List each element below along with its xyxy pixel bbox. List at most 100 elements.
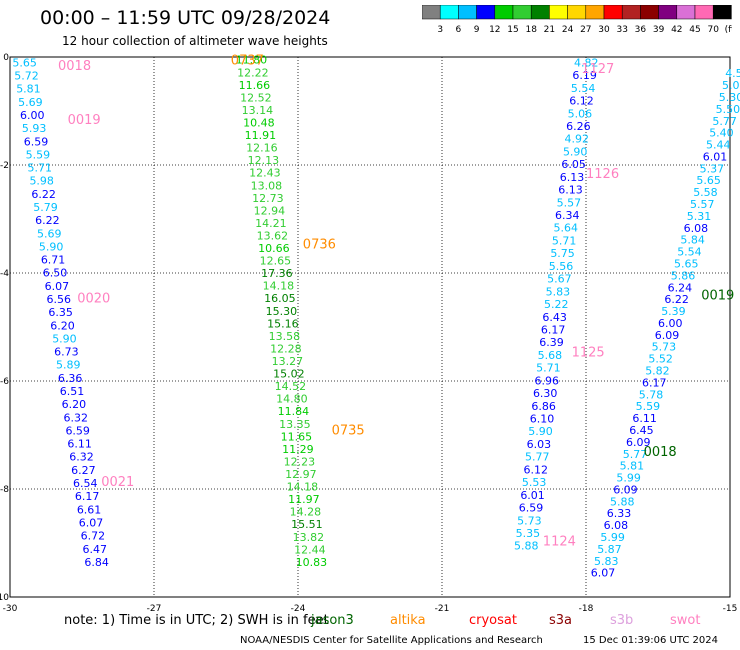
wave-height-value: 5.77: [712, 115, 737, 128]
wave-height-value: 5.72: [14, 70, 39, 83]
wave-height-value: 6.47: [83, 543, 108, 556]
wave-height-value: 5.69: [37, 227, 62, 240]
wave-height-value: 5.64: [553, 222, 578, 235]
wave-height-value: 5.59: [26, 148, 51, 161]
wave-height-value: 14.18: [263, 280, 295, 293]
wave-height-value: 5.88: [610, 495, 635, 508]
wave-height-value: 4.82: [574, 56, 599, 69]
wave-height-value: 5.83: [546, 285, 571, 298]
wave-height-value: 6.07: [45, 280, 70, 293]
wave-height-value: 5.81: [620, 460, 645, 473]
wave-height-value: 15.16: [267, 317, 299, 330]
wave-height-value: 6.43: [542, 311, 567, 324]
wave-height-value: 6.00: [20, 109, 45, 122]
wave-height-value: 6.22: [31, 188, 55, 201]
wave-height-value: 5.68: [538, 349, 563, 362]
colorbar-label: 70: [707, 25, 719, 35]
colorbar-label: 36: [635, 25, 647, 35]
colorbar-label: 15: [507, 25, 518, 35]
wave-height-value: 6.84: [84, 556, 109, 569]
wave-height-value: 5.57: [557, 196, 582, 209]
colorbar-label: 33: [616, 25, 627, 35]
colorbar-label: 9: [474, 25, 480, 35]
subtitle: 12 hour collection of altimeter wave hei…: [62, 34, 328, 48]
wave-height-value: 5.99: [616, 472, 641, 485]
wave-height-value: 17.36: [261, 267, 293, 280]
wave-height-value: 13.62: [257, 229, 289, 242]
pass-number-label: 0020: [77, 291, 110, 306]
x-tick-label: -18: [579, 604, 594, 612]
wave-height-value: 6.09: [613, 483, 638, 496]
wave-height-value: 6.20: [62, 398, 87, 411]
colorbar-label: 45: [689, 25, 700, 35]
wave-height-value: 15.30: [266, 305, 298, 318]
wave-height-value: 6.32: [64, 411, 88, 424]
wave-height-value: 6.73: [54, 346, 79, 359]
wave-height-value: 5.81: [16, 83, 41, 96]
wave-height-value: 13.82: [293, 531, 325, 544]
wave-height-value: 6.50: [43, 267, 68, 280]
y-tick-label: -4: [0, 269, 9, 279]
y-tick-label: -8: [0, 485, 9, 495]
wave-height-value: 6.71: [41, 254, 66, 267]
wave-height-value: 5.75: [550, 247, 575, 260]
wave-height-value: 12.97: [285, 468, 317, 481]
wave-height-value: 5.31: [687, 210, 712, 223]
wave-height-value: 6.59: [24, 135, 49, 148]
wave-height-value: 5.87: [597, 543, 622, 556]
wave-height-value: 6.03: [527, 438, 552, 451]
wave-height-value: 5.79: [33, 201, 58, 214]
y-tick-label: -6: [0, 377, 9, 387]
pass-number-label: 0019: [701, 289, 734, 304]
legend-swot: swot: [670, 613, 701, 628]
wave-height-value: 5.84: [680, 234, 705, 247]
wave-height-value: 6.12: [569, 95, 594, 108]
wave-height-value: 5.83: [594, 555, 619, 568]
wave-height-value: 14.80: [276, 393, 308, 406]
wave-height-value: 6.11: [67, 438, 92, 451]
colorbar-swatch: [712, 5, 732, 20]
wave-height-value: 5.69: [18, 96, 43, 109]
wave-height-value: 6.17: [541, 323, 566, 336]
wave-height-value: 11.80: [236, 54, 268, 67]
wave-height-value: 6.10: [530, 413, 555, 426]
wave-height-value: 14.52: [275, 380, 307, 393]
pass-number-label: 1126: [586, 167, 619, 182]
pass-number-label: 1125: [572, 345, 605, 360]
wave-height-value: 5.22: [544, 298, 569, 311]
wave-height-value: 14.21: [255, 217, 287, 230]
wave-height-value: 5.77: [623, 448, 648, 461]
wave-height-value: 6.13: [558, 184, 583, 197]
x-tick-label: -15: [723, 604, 738, 612]
wave-height-value: 5.73: [652, 341, 677, 354]
pass-number-label: 0018: [644, 445, 677, 460]
wave-height-value: 6.51: [60, 385, 84, 398]
wave-height-value: 6.96: [535, 374, 560, 387]
wave-height-value: 5.58: [693, 186, 718, 199]
wave-height-value: 6.05: [561, 158, 586, 171]
wave-height-value: 5.88: [514, 540, 539, 553]
wave-height-value: 5.82: [645, 365, 670, 378]
wave-height-value: 5.54: [677, 246, 702, 259]
wave-height-value: 13.58: [269, 330, 301, 343]
wave-height-value: 6.09: [655, 329, 680, 342]
y-tick-label: 0: [3, 53, 9, 63]
wave-height-value: 13.08: [251, 179, 283, 192]
colorbar-label: 3: [437, 25, 443, 35]
wave-height-value: 5.65: [696, 174, 721, 187]
wave-height-value: 6.36: [58, 372, 83, 385]
wave-height-value: 6.32: [69, 451, 94, 464]
wave-height-value: 5.57: [690, 198, 715, 211]
pass-number-label: 0021: [101, 475, 134, 490]
wave-height-value: 5.99: [600, 531, 625, 544]
wave-height-value: 10.48: [243, 116, 275, 129]
wave-height-value: 6.54: [73, 477, 98, 490]
wave-height-value: 6.56: [47, 293, 72, 306]
pass-number-label: 0019: [68, 113, 101, 128]
pass-number-label: 1127: [581, 62, 614, 77]
wave-height-value: 12.52: [240, 91, 272, 104]
wave-height-value: 5.86: [671, 269, 696, 282]
x-tick-label: -21: [435, 604, 450, 612]
wave-height-value: 5.40: [709, 127, 734, 140]
wave-height-value: 12.16: [246, 142, 278, 155]
